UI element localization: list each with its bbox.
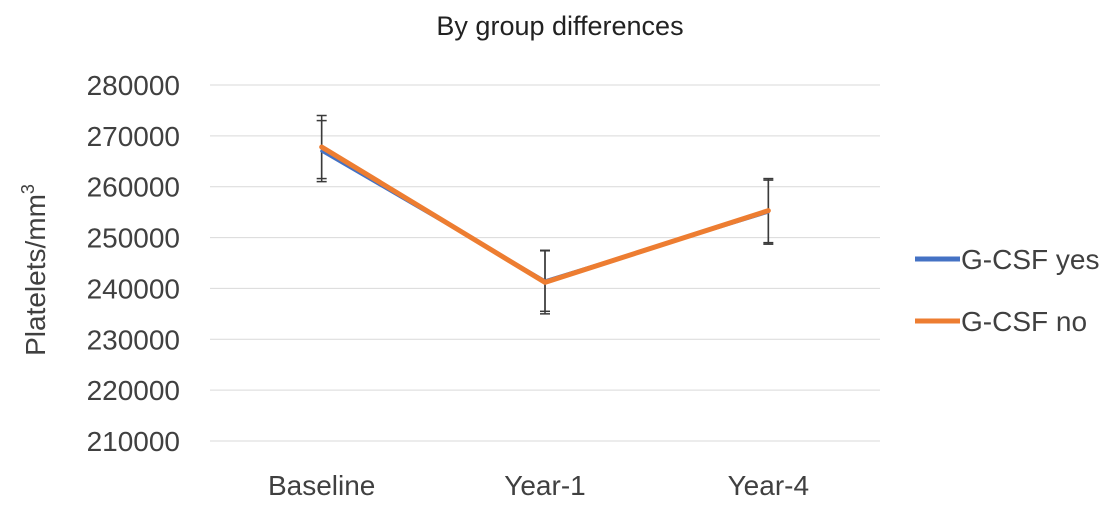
y-tick-label: 260000 xyxy=(87,172,180,203)
legend-label: G-CSF yes xyxy=(961,244,1099,275)
y-tick-label: 280000 xyxy=(87,70,180,101)
series-lines xyxy=(319,144,771,285)
y-axis-ticks: 210000 220000 230000 240000 250000 260000 2700… xyxy=(87,70,180,457)
y-tick-label: 210000 xyxy=(87,426,180,457)
y-tick-label: 220000 xyxy=(87,375,180,406)
series-line xyxy=(319,144,771,285)
y-axis-label-text: Platelets/mm xyxy=(20,194,51,356)
x-tick-label: Baseline xyxy=(268,470,375,501)
legend-label: G-CSF no xyxy=(961,306,1087,337)
x-tick-label: Year-1 xyxy=(504,470,585,501)
y-tick-label: 240000 xyxy=(87,273,180,304)
chart-title: By group differences xyxy=(436,11,683,41)
y-tick-label: 270000 xyxy=(87,121,180,152)
legend[interactable]: G-CSF yes G-CSF no xyxy=(915,244,1099,337)
y-axis-label: Platelets/mm3 xyxy=(18,184,51,356)
y-tick-label: 250000 xyxy=(87,223,180,254)
x-axis-ticks: Baseline Year-1 Year-4 xyxy=(268,470,809,501)
x-tick-label: Year-4 xyxy=(728,470,809,501)
y-axis-label-superscript: 3 xyxy=(18,184,38,194)
y-tick-label: 230000 xyxy=(87,324,180,355)
